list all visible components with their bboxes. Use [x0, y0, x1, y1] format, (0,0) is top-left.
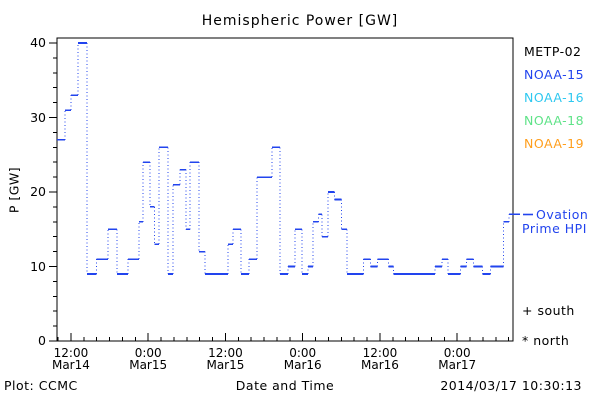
y-tick-label: 40 — [30, 35, 46, 50]
plot-credit: Plot: CCMC — [4, 378, 78, 393]
x-tick-label: 0:00 Mar16 — [275, 347, 331, 371]
chart-title: Hemispheric Power [GW] — [201, 13, 399, 29]
legend-item-noaa-19: NOAA-19 — [524, 136, 585, 151]
x-tick-label: 0:00 Mar15 — [120, 347, 176, 371]
x-tick-time: 12:00 — [208, 346, 243, 360]
legend-item-noaa-18: NOAA-18 — [524, 113, 585, 128]
x-tick-date: Mar16 — [360, 358, 399, 372]
x-tick-label: 12:00 Mar16 — [352, 347, 408, 371]
legend-item-noaa-15: NOAA-15 — [524, 67, 585, 82]
axes-frame — [56, 37, 514, 342]
x-tick-time: 12:00 — [53, 346, 89, 360]
x-tick-date: Mar16 — [283, 358, 322, 372]
south-marker-legend: + south — [522, 303, 575, 318]
ovation-legend-line1: Ovation — [536, 207, 589, 222]
x-tick-label: 12:00 Mar15 — [197, 347, 253, 371]
x-tick-date: Mar15 — [129, 358, 168, 372]
x-tick-date: Mar14 — [51, 358, 90, 372]
y-tick-label: 30 — [30, 109, 46, 125]
x-tick-date: Mar15 — [206, 358, 245, 372]
y-tick-label: 10 — [30, 258, 46, 274]
x-tick-label: 0:00 Mar17 — [429, 347, 485, 371]
y-tick-label: 20 — [30, 184, 46, 199]
legend-item-noaa-16: NOAA-16 — [524, 90, 585, 105]
x-tick-time: 0:00 — [443, 346, 471, 360]
y-tick-label: 0 — [38, 333, 46, 348]
plot-timestamp: 2014/03/17 10:30:13 — [440, 378, 582, 393]
legend-item-metp-02: METP-02 — [524, 44, 582, 59]
ovation-legend-line2: Prime HPI — [522, 221, 587, 236]
x-axis-label: Date and Time — [235, 378, 335, 393]
x-tick-label: 12:00 Mar14 — [43, 347, 99, 371]
x-tick-time: 0:00 — [289, 346, 317, 360]
x-tick-date: Mar17 — [438, 358, 477, 372]
north-marker-legend: * north — [522, 333, 570, 348]
x-tick-time: 0:00 — [134, 346, 162, 360]
x-tick-time: 12:00 — [362, 346, 398, 360]
